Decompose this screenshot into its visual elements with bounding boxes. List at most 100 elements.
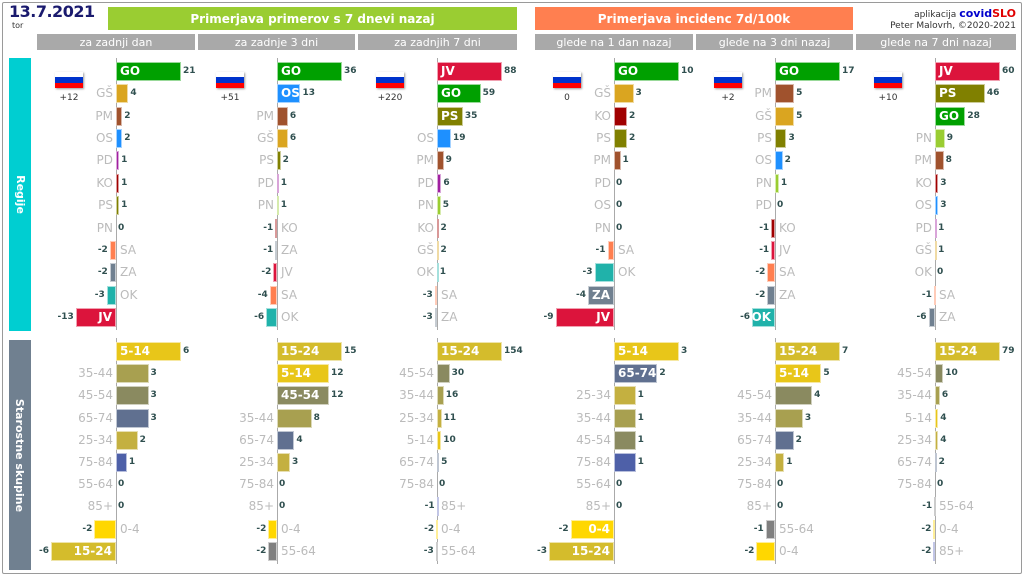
category-label: 55-64 <box>576 477 611 492</box>
slovenia-flag-icon <box>714 72 742 88</box>
value-label: 1 <box>439 267 446 278</box>
slovenia-flag-icon <box>216 72 244 88</box>
bar <box>614 386 636 406</box>
bar <box>614 62 679 81</box>
value-label: -6 <box>916 311 927 322</box>
category-label: OS <box>95 131 113 146</box>
category-label: 85+ <box>585 499 611 514</box>
value-label: -6 <box>39 545 49 556</box>
weekday: tor <box>12 21 24 30</box>
bar <box>775 342 840 361</box>
bar <box>277 62 342 81</box>
bar <box>437 173 442 193</box>
bar <box>268 541 277 561</box>
value-label: -4 <box>257 289 268 300</box>
value-label: -3 <box>537 545 547 556</box>
value-label: 35 <box>464 110 478 121</box>
category-label: ZA <box>281 242 298 257</box>
category-label: PN <box>594 220 611 235</box>
category-label: 15-24 <box>73 543 112 558</box>
axis-line <box>277 338 278 564</box>
value-label: 2 <box>440 222 447 233</box>
category-label: PS <box>939 86 957 101</box>
category-label: PN <box>417 198 434 213</box>
value-label: -1 <box>759 244 770 255</box>
bar <box>269 285 277 305</box>
bar <box>765 519 775 539</box>
value-label: 0 <box>616 479 623 490</box>
bar <box>935 62 1000 81</box>
bar <box>116 408 149 428</box>
bar <box>934 497 937 517</box>
value-label: 2 <box>282 155 289 166</box>
category-label: 5-14 <box>281 366 312 381</box>
category-label: 75-84 <box>78 455 113 469</box>
value-label: 9 <box>946 133 954 144</box>
category-label: 15-24 <box>939 344 978 358</box>
category-label: 65-74 <box>399 455 434 469</box>
bar <box>437 263 439 283</box>
value-label: -1 <box>424 501 435 512</box>
value-label: 1 <box>121 177 128 188</box>
category-label: ZA <box>120 265 137 280</box>
category-label: GO <box>618 64 639 78</box>
value-label: -1 <box>595 244 606 255</box>
category-label: 5-14 <box>779 366 810 381</box>
category-label: OS <box>593 198 611 213</box>
value-label: 0 <box>937 479 944 490</box>
bar <box>933 519 936 539</box>
value-label: -2 <box>261 267 272 278</box>
bar <box>775 386 813 406</box>
bar <box>933 285 936 305</box>
value-label: 0 <box>279 479 286 490</box>
bar <box>277 408 312 428</box>
value-label: 3 <box>635 88 642 99</box>
category-label: OK <box>751 309 772 324</box>
value-label: 1 <box>637 412 644 423</box>
category-label: 0-4 <box>939 521 959 536</box>
category-label: PD <box>96 153 113 168</box>
category-label: PN <box>915 131 932 146</box>
bar <box>116 84 129 104</box>
section-regions-label: Regije <box>13 175 27 214</box>
bar <box>109 240 116 260</box>
value-label: 0 <box>279 501 286 512</box>
category-label: SA <box>120 242 137 257</box>
section-ages-label: Starostne skupine <box>13 398 27 512</box>
bar <box>775 84 795 104</box>
category-label: OK <box>618 265 636 280</box>
value-label: 0 <box>118 479 125 490</box>
category-label: PS <box>98 198 113 213</box>
category-label: OS <box>416 131 434 146</box>
category-label: PM <box>914 153 932 168</box>
category-label: 65-74 <box>239 432 274 447</box>
category-label: 0-4 <box>779 543 799 558</box>
category-label: SA <box>939 287 956 302</box>
value-label: 11 <box>443 412 457 423</box>
category-label: 0-4 <box>281 521 301 536</box>
category-label: PN <box>755 175 772 190</box>
category-label: KO <box>96 175 113 190</box>
category-label: 65-74 <box>618 366 657 381</box>
bar <box>933 541 936 561</box>
value-label: 0 <box>616 501 623 512</box>
group-header-incidence: Primerjava incidenc 7d/100k <box>535 7 853 30</box>
category-label: ZA <box>939 309 956 324</box>
bar <box>437 408 442 428</box>
category-label: 0-4 <box>588 521 610 536</box>
category-label: 25-34 <box>239 455 274 469</box>
category-label: PM <box>416 153 434 168</box>
value-label: 6 <box>289 110 297 121</box>
value-label: 6 <box>443 177 450 188</box>
bar <box>277 173 279 193</box>
bar <box>116 196 120 216</box>
category-label: 5-14 <box>904 410 932 425</box>
value-label: 9 <box>445 155 452 166</box>
value-label: -13 <box>57 311 74 322</box>
category-label: ZA <box>441 309 458 324</box>
category-label: 35-44 <box>576 410 611 425</box>
value-label: 88 <box>504 66 517 76</box>
category-label: 85+ <box>939 543 965 558</box>
value-label: -1 <box>921 289 932 300</box>
